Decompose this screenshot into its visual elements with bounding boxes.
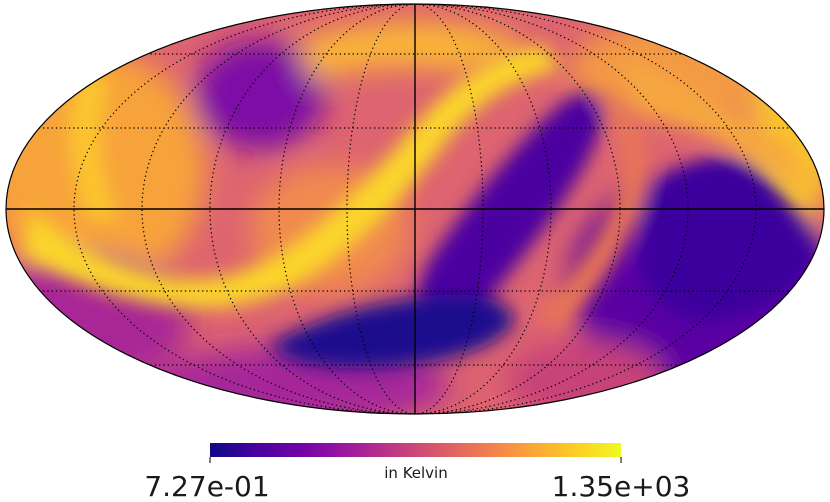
colorbar-unit-label: in Kelvin <box>384 464 447 482</box>
map-outline <box>5 3 825 415</box>
colorbar-min-label: 7.27e-01 <box>144 470 269 502</box>
colorbar-max-label: 1.35e+03 <box>552 470 691 502</box>
colorbar-gradient <box>210 443 621 457</box>
colorbar: 7.27e-01 in Kelvin 1.35e+03 <box>144 443 690 502</box>
